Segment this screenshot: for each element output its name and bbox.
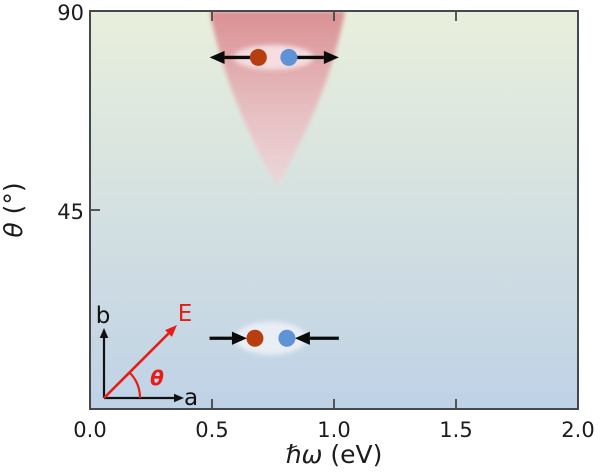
left-outward-arrow-head-icon	[209, 50, 225, 65]
x-axis-label: ℏω (eV)	[90, 441, 578, 469]
inset-b-axis-label: b	[96, 303, 111, 329]
blue-dot	[278, 329, 296, 347]
field-angle-inset: b a E θ	[96, 301, 198, 411]
x-tick-label: 0.5	[195, 418, 228, 442]
plot-frame	[89, 10, 579, 410]
inset-e-field-label: E	[178, 301, 193, 327]
inset-a-axis-label: a	[184, 385, 198, 411]
exciton-high-angle	[209, 44, 339, 70]
exciton-low-angle	[209, 321, 339, 355]
inset-angle-arc	[128, 371, 142, 399]
inset-e-field-arrowhead-icon	[165, 325, 177, 337]
left-inward-arrow-head-icon	[231, 331, 247, 345]
tick-labels-layer: 0.0 0.5 1.0 1.5 2.0 45 90	[57, 1, 594, 442]
inset-e-field-arrow-line	[103, 332, 170, 399]
inset-angle-label: θ	[150, 366, 164, 390]
blue-dot	[280, 48, 298, 66]
y-tick-label: 45	[57, 200, 84, 224]
exciton-markers-layer	[209, 44, 339, 355]
x-axis-label-unit: (eV)	[322, 440, 383, 469]
y-axis-label-symbol: θ	[0, 222, 28, 238]
y-axis-label: θ (°)	[0, 140, 28, 280]
x-axis-label-symbol: ℏω	[285, 440, 323, 469]
right-outward-arrow-head-icon	[323, 50, 339, 65]
x-tick-label: 1.0	[317, 418, 350, 442]
plot-background-layer	[90, 11, 578, 409]
inset-a-axis-arrowhead-icon	[174, 393, 184, 403]
red-dot	[246, 329, 264, 347]
tick-marks-layer	[90, 11, 457, 409]
plot-frame-layer	[89, 10, 579, 410]
x-tick-label: 1.5	[439, 418, 472, 442]
red-dot	[249, 48, 267, 66]
inset-b-axis-arrowhead-icon	[99, 328, 109, 338]
y-axis-label-unit: (°)	[0, 182, 28, 223]
plot-background	[90, 11, 578, 409]
right-inward-arrow-head-icon	[294, 331, 310, 345]
x-tick-label: 0.0	[73, 418, 106, 442]
y-tick-label: 90	[57, 1, 84, 25]
x-tick-label: 2.0	[561, 418, 594, 442]
